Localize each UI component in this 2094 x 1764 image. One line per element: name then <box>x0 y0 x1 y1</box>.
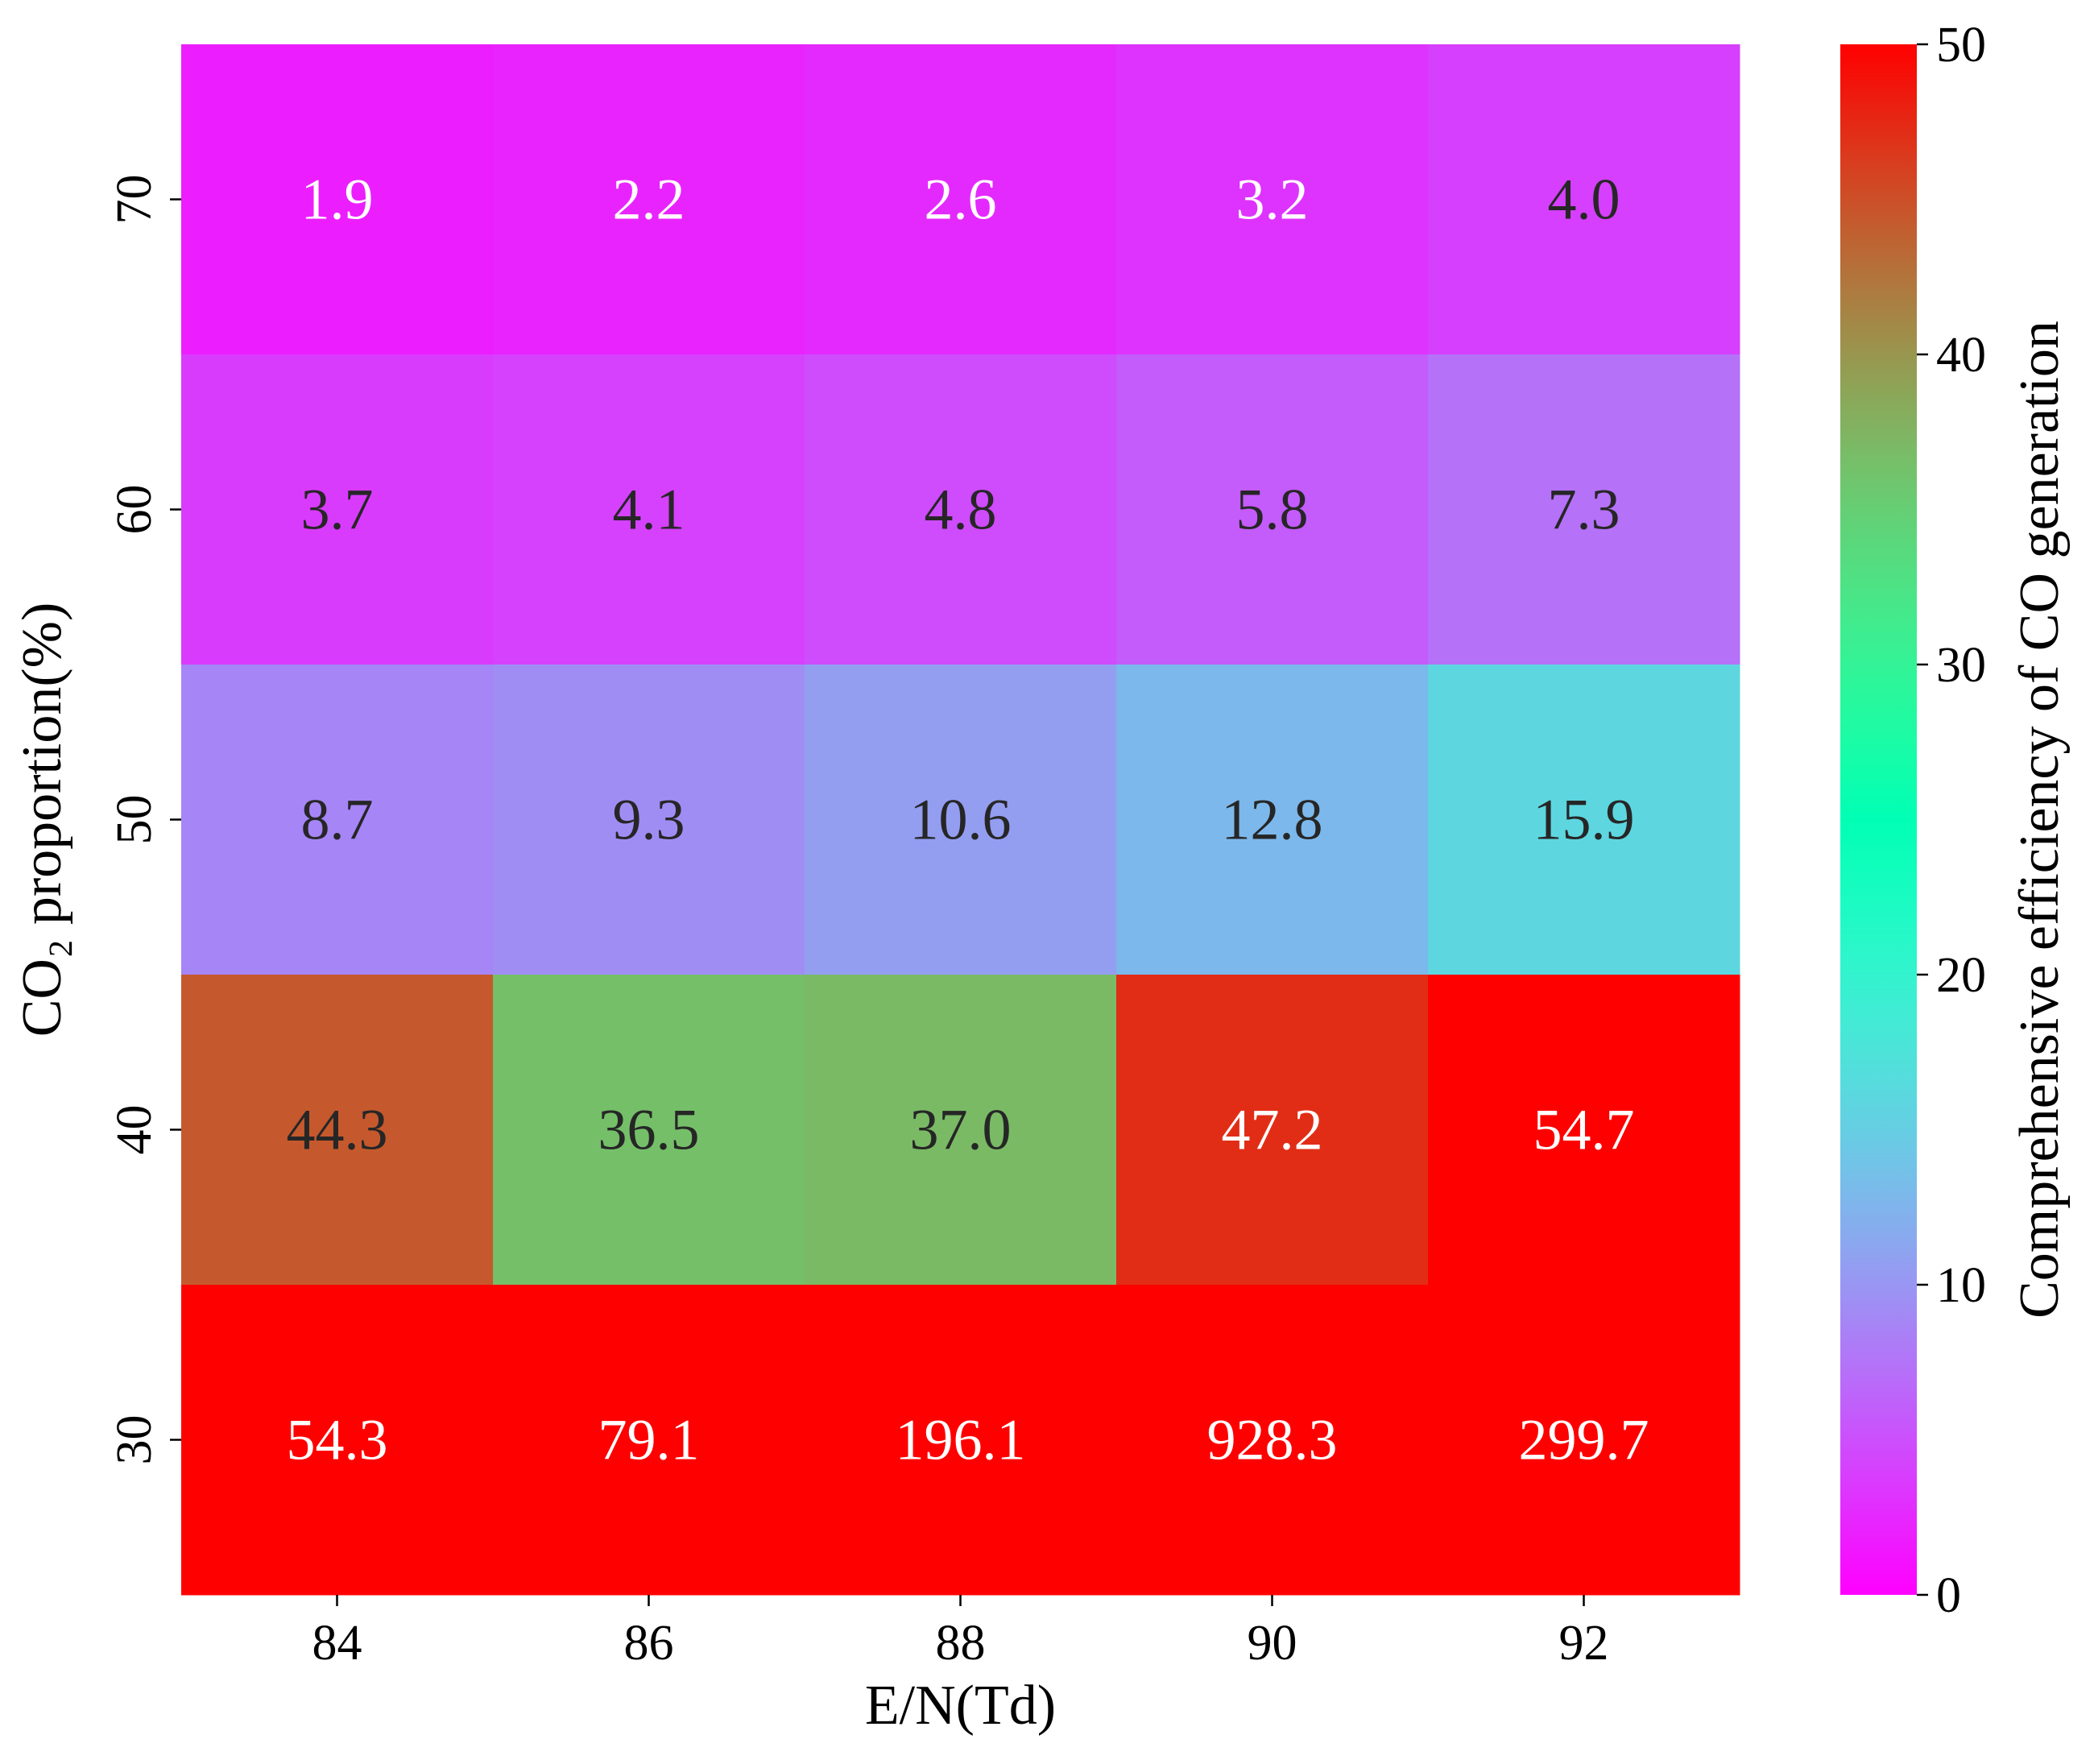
cell-value-label: 4.0 <box>1548 168 1620 232</box>
colorbar-ticks: 0 10 20 30 40 50 <box>1917 18 1986 1623</box>
cell-value-label: 7.3 <box>1548 478 1620 542</box>
colorbar-label: Comprehensive efficiency of CO generatio… <box>2009 321 2071 1319</box>
cell-value-label: 54.3 <box>287 1408 388 1472</box>
colorbar-tick-label: 10 <box>1936 1258 1986 1313</box>
x-tick-label: 88 <box>936 1616 986 1671</box>
cell-value-label: 37.0 <box>910 1098 1012 1162</box>
cell-value-label: 12.8 <box>1222 788 1323 852</box>
heatmap-cell <box>181 975 494 1286</box>
cell-value-label: 8.7 <box>301 788 374 852</box>
y-tick-label: 40 <box>107 1105 162 1155</box>
heatmap-cell <box>181 665 494 975</box>
heatmap-cell <box>805 44 1117 355</box>
heatmap-cell <box>181 354 494 665</box>
heatmap-cell <box>181 44 494 355</box>
heatmap-cell <box>1116 975 1429 1286</box>
cell-value-label: 1.9 <box>301 168 374 232</box>
y-axis: 70 60 50 40 30 <box>107 175 181 1465</box>
cell-value-label: 36.5 <box>598 1098 700 1162</box>
x-tick-label: 86 <box>624 1616 674 1671</box>
heatmap-cell <box>1116 354 1429 665</box>
y-tick-label: 30 <box>107 1415 162 1465</box>
heatmap-cell <box>493 354 805 665</box>
colorbar-gradient <box>1840 44 1917 1595</box>
cell-value-label: 10.6 <box>910 788 1012 852</box>
cell-value-label: 299.7 <box>1519 1408 1649 1472</box>
y-tick-label: 60 <box>107 485 162 535</box>
cell-value-label: 928.3 <box>1207 1408 1338 1472</box>
cell-value-label: 47.2 <box>1222 1098 1323 1162</box>
x-tick-label: 84 <box>312 1616 362 1671</box>
heatmap-cell <box>805 665 1117 975</box>
heatmap-cell <box>805 1285 1117 1596</box>
heatmap-cell <box>181 1285 494 1596</box>
heatmap-cell <box>1428 354 1740 665</box>
colorbar-tick-label: 50 <box>1936 18 1986 72</box>
y-axis-label: CO₂ proportion(%) <box>11 602 73 1037</box>
x-axis: 84 86 88 90 92 <box>312 1595 1609 1671</box>
heatmap-cell <box>493 975 805 1286</box>
cell-value-label: 79.1 <box>598 1408 700 1472</box>
heatmap-cell <box>493 1285 805 1596</box>
colorbar-tick-label: 20 <box>1936 948 1986 1003</box>
cell-value-label: 44.3 <box>287 1098 388 1162</box>
cell-value-label: 5.8 <box>1236 478 1309 542</box>
heatmap-cell <box>1116 665 1429 975</box>
cell-value-label: 3.2 <box>1236 168 1309 232</box>
x-axis-label: E/N(Td) <box>865 1675 1056 1737</box>
cell-value-label: 4.8 <box>925 478 997 542</box>
cell-value-label: 4.1 <box>613 478 685 542</box>
heatmap-cell <box>1428 44 1740 355</box>
heatmap-cell <box>493 665 805 975</box>
cell-value-label: 54.7 <box>1533 1098 1635 1162</box>
cell-value-label: 15.9 <box>1533 788 1635 852</box>
heatmap-cell <box>1116 1285 1429 1596</box>
colorbar: 0 10 20 30 40 50 Comprehensive efficiency of … <box>1840 18 2071 1623</box>
cell-value-label: 2.6 <box>925 168 997 232</box>
colorbar-tick-label: 40 <box>1936 328 1986 383</box>
x-tick-label: 92 <box>1559 1616 1609 1671</box>
heatmap-cell <box>805 975 1117 1286</box>
colorbar-tick-label: 0 <box>1936 1568 1961 1623</box>
cell-value-label: 196.1 <box>896 1408 1026 1472</box>
cell-value-label: 2.2 <box>613 168 685 232</box>
heatmap-cell <box>493 44 805 355</box>
heatmap-cells: 1.9 2.2 2.6 3.2 4.0 3.7 4.1 4.8 5.8 7.3 8.7 9.3 10.6… <box>181 44 1740 1596</box>
y-tick-label: 70 <box>107 175 162 225</box>
cell-value-label: 3.7 <box>301 478 374 542</box>
heatmap-cell <box>1428 665 1740 975</box>
heatmap-cell <box>805 354 1117 665</box>
heatmap-cell <box>1428 1285 1740 1596</box>
cell-value-label: 9.3 <box>613 788 685 852</box>
heatmap-cell <box>1116 44 1429 355</box>
colorbar-tick-label: 30 <box>1936 638 1986 693</box>
x-tick-label: 90 <box>1248 1616 1297 1671</box>
heatmap-cell <box>1428 975 1740 1286</box>
y-tick-label: 50 <box>107 795 162 845</box>
